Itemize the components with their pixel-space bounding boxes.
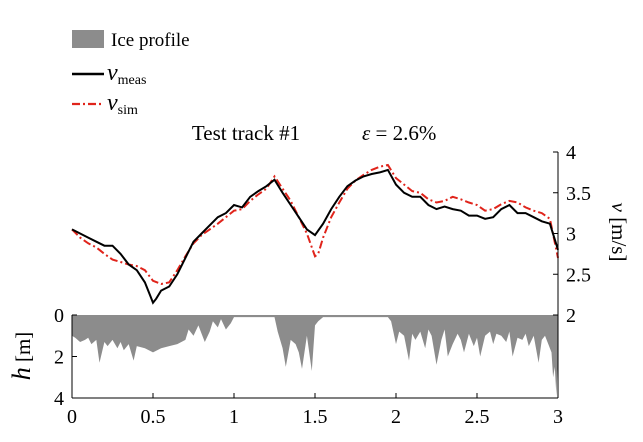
right-y-tick-label: 2.5 <box>566 264 591 286</box>
x-tick-label: 0 <box>67 406 77 428</box>
right-y-tick-label: 3.5 <box>566 183 591 205</box>
legend-ice-profile-label: Ice profile <box>111 30 190 51</box>
v-meas-line <box>71 168 559 305</box>
x-tick-label: 0.5 <box>141 406 166 428</box>
ice-profile-area <box>72 315 558 396</box>
legend-vmeas-sub: meas <box>118 73 147 88</box>
x-tick-label: 1 <box>229 406 239 428</box>
error-value: = 2.6% <box>370 121 436 145</box>
error-annotation: ε = 2.6% <box>362 121 436 145</box>
left-y-axis-label: h [m] <box>7 332 36 381</box>
right-y-axis-ticks: 2 2.5 3 3.5 4 <box>553 142 591 327</box>
left-y-tick-label: 4 <box>54 388 64 410</box>
v-sim-line <box>71 163 559 286</box>
legend-vsim-label: vsim <box>107 90 138 118</box>
right-y-tick-label: 4 <box>566 142 576 164</box>
left-y-axis-ticks: 0 2 4 <box>54 305 77 410</box>
legend-vmeas-label: vmeas <box>107 60 146 88</box>
chart-title: Test track #1 <box>192 121 300 145</box>
legend: Ice profile vmeas vsim <box>72 30 190 118</box>
x-axis-ticks: 0 0.5 1 1.5 2 2.5 3 <box>67 393 563 428</box>
right-y-axis-label: v [m/s] <box>607 203 631 262</box>
x-tick-label: 3 <box>553 406 563 428</box>
axes-frame <box>71 152 559 399</box>
legend-vsim-sub: sim <box>118 103 138 118</box>
epsilon-symbol: ε <box>362 121 371 145</box>
right-y-tick-label: 3 <box>566 224 576 246</box>
left-y-tick-label: 0 <box>54 305 64 327</box>
x-tick-label: 2 <box>391 406 401 428</box>
right-y-tick-label: 2 <box>566 305 576 327</box>
legend-ice-profile-swatch <box>72 30 104 48</box>
x-tick-label: 2.5 <box>465 406 490 428</box>
x-tick-label: 1.5 <box>303 406 328 428</box>
left-y-tick-label: 2 <box>54 347 64 369</box>
